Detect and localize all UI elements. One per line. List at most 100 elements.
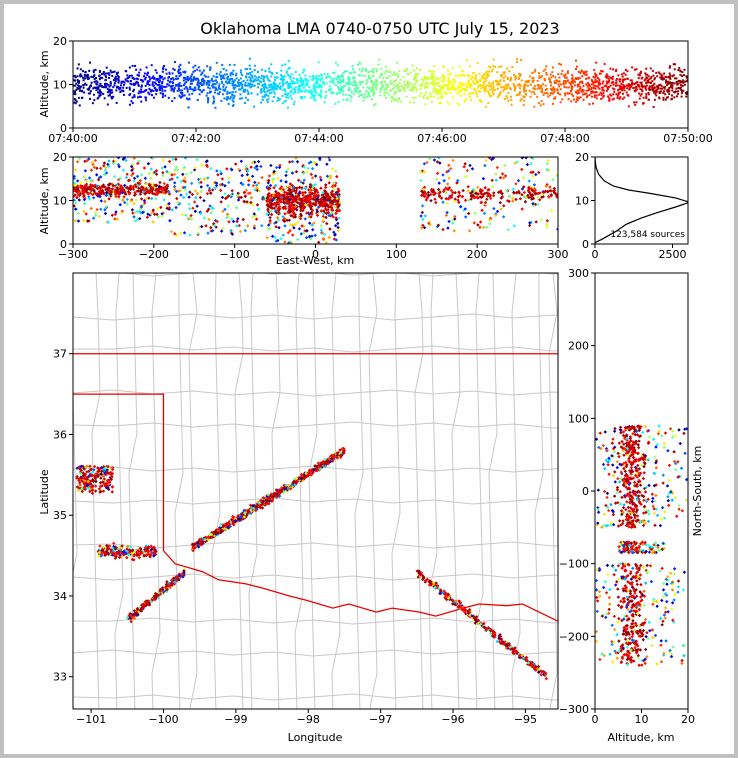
altitude-time-point [264, 70, 267, 73]
altitude-time-point [399, 78, 402, 81]
altitude-time-point [214, 82, 217, 85]
altitude-time-point [598, 81, 601, 84]
altitude-time-point [251, 80, 254, 83]
altitude-time-point [355, 84, 358, 87]
altitude-time-point [566, 71, 569, 74]
altitude-time-point [369, 77, 372, 80]
altitude-eastwest-point [247, 176, 251, 181]
altitude-eastwest-point [149, 167, 153, 171]
altitude-eastwest-point [111, 183, 115, 188]
altitude-time-point [576, 85, 579, 88]
altitude-eastwest-point [136, 189, 141, 193]
county-boundary [488, 273, 498, 709]
altitude-time-point [405, 95, 408, 98]
altitude-time-point [177, 87, 180, 90]
altitude-eastwest-point [528, 221, 532, 225]
altitude-time-point [665, 79, 668, 82]
altitude-time-point [517, 72, 520, 75]
altitude-time-point [553, 90, 556, 93]
altitude-time-point [496, 71, 499, 74]
altitude-time-point [536, 87, 539, 90]
altitude-eastwest-point [279, 236, 283, 241]
altitude-time-point [78, 104, 81, 107]
map-source-point [100, 548, 105, 553]
altitude-eastwest-point [149, 212, 153, 216]
altitude-time-point [472, 92, 475, 95]
altitude-eastwest-point [87, 157, 91, 161]
map-source-point [101, 480, 105, 484]
altitude-time-point [429, 76, 432, 79]
altitude-time-point [341, 88, 344, 91]
altitude-time-point [488, 81, 491, 84]
altitude-time-point [630, 85, 633, 88]
altitude-eastwest-point [234, 224, 239, 228]
panel-b-ytick-label: 20 [53, 151, 67, 164]
altitude-eastwest-point [453, 191, 457, 195]
altitude-time-point [257, 78, 260, 81]
altitude-time-point [410, 88, 413, 91]
altitude-eastwest-point [498, 175, 503, 180]
altitude-eastwest-point [276, 193, 280, 198]
altitude-time-point [83, 91, 86, 94]
altitude-time-point [503, 85, 506, 88]
altitude-eastwest-point [199, 180, 203, 185]
altitude-time-point [398, 89, 401, 92]
panel-b-xtick-label: −100 [220, 248, 250, 261]
altitude-time-point [93, 75, 96, 78]
altitude-time-point [359, 90, 362, 93]
altitude-time-point [203, 79, 206, 82]
altitude-time-point [284, 90, 287, 93]
altitude-time-point [95, 82, 98, 85]
altitude-eastwest-point [503, 163, 507, 168]
altitude-time-point [596, 77, 599, 80]
altitude-eastwest-point [419, 214, 423, 218]
altitude-eastwest-point [290, 188, 295, 192]
altitude-time-point [582, 71, 585, 74]
altitude-eastwest-point [281, 233, 285, 237]
altitude-time-point [615, 68, 618, 71]
altitude-time-point [522, 85, 525, 88]
altitude-time-point [659, 87, 662, 90]
altitude-time-point [381, 83, 384, 86]
altitude-eastwest-point [335, 174, 339, 179]
altitude-eastwest-point [106, 220, 111, 224]
altitude-time-point [559, 101, 562, 104]
altitude-eastwest-point [539, 218, 543, 222]
altitude-eastwest-point [220, 195, 225, 200]
altitude-time-point [316, 82, 319, 85]
altitude-time-point [570, 93, 573, 96]
altitude-eastwest-point [432, 158, 437, 162]
altitude-eastwest-point [178, 231, 183, 236]
altitude-eastwest-point [310, 212, 314, 216]
altitude-time-point [509, 79, 512, 82]
altitude-time-point [146, 80, 149, 83]
altitude-time-point [249, 82, 252, 85]
altitude-time-point [89, 90, 92, 93]
altitude-eastwest-point [529, 193, 533, 197]
altitude-eastwest-point [303, 186, 308, 190]
altitude-time-point [271, 72, 274, 75]
altitude-time-point [233, 63, 236, 66]
altitude-time-point [379, 72, 382, 75]
altitude-eastwest-point [463, 162, 467, 166]
altitude-time-point [369, 76, 372, 79]
altitude-time-point [409, 101, 412, 104]
altitude-eastwest-point [319, 178, 323, 182]
county-boundary [211, 273, 221, 709]
altitude-eastwest-point [84, 178, 89, 183]
altitude-eastwest-point [447, 176, 451, 180]
altitude-time-point [237, 79, 240, 82]
altitude-eastwest-point [469, 197, 473, 201]
altitude-time-point [487, 101, 490, 104]
altitude-time-point [544, 84, 547, 87]
altitude-time-point [219, 75, 222, 78]
altitude-time-point [93, 86, 96, 89]
altitude-time-point [214, 91, 217, 94]
altitude-time-point [87, 77, 90, 80]
altitude-time-point [347, 78, 350, 81]
altitude-time-point [372, 94, 375, 97]
altitude-time-point [134, 64, 137, 67]
altitude-time-point [169, 80, 172, 83]
altitude-eastwest-point [202, 198, 206, 203]
altitude-time-point [345, 81, 348, 84]
